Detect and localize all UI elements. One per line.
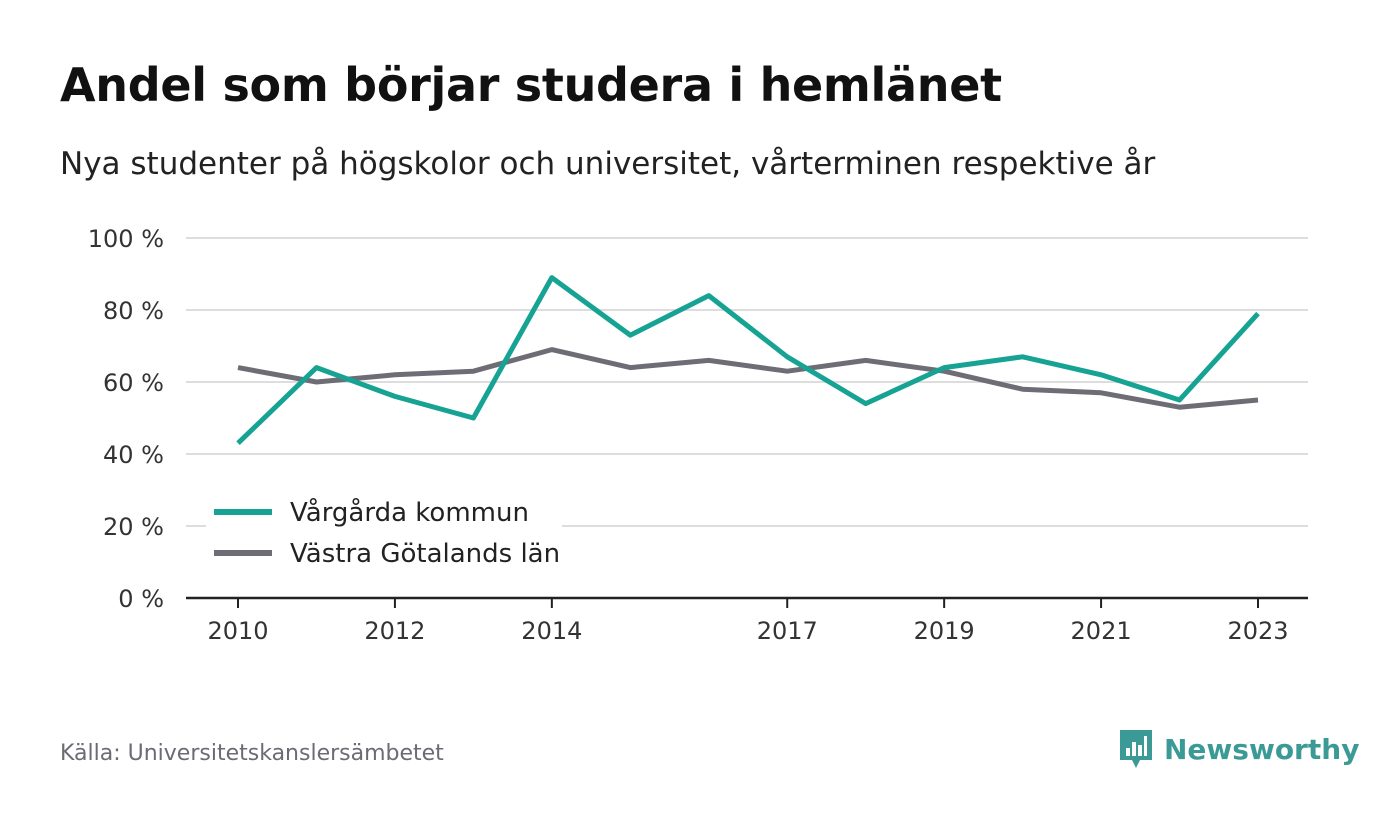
y-tick-label: 80 % xyxy=(103,297,164,325)
y-tick-label: 60 % xyxy=(103,369,164,397)
chart-subtitle: Nya studenter på högskolor och universit… xyxy=(60,146,1156,182)
series-line-1 xyxy=(236,275,1260,446)
y-tick-label: 0 % xyxy=(118,585,164,613)
legend-label: Vårgårda kommun xyxy=(290,497,529,528)
legend-background xyxy=(206,492,562,584)
source-note: Källa: Universitetskanslersämbetet xyxy=(60,741,444,766)
x-tick-label: 2021 xyxy=(1071,617,1132,645)
x-axis-tick-labels: 2010 2012 2014 2017 2019 2021 2023 xyxy=(207,598,1289,645)
brand-logo: Newsworthy xyxy=(1118,728,1359,770)
x-tick-label: 2019 xyxy=(914,617,975,645)
legend-label: Västra Götalands län xyxy=(290,539,560,569)
y-tick-label: 40 % xyxy=(103,441,164,469)
y-tick-label: 100 % xyxy=(88,225,164,253)
chart-title: Andel som börjar studera i hemlänet xyxy=(60,58,1002,112)
y-tick-label: 20 % xyxy=(103,513,164,541)
x-tick-label: 2010 xyxy=(207,617,268,645)
x-tick-label: 2017 xyxy=(757,617,818,645)
y-axis-tick-labels: 0 % 20 % 40 % 60 % 80 % 100 % xyxy=(88,225,164,613)
x-tick-label: 2014 xyxy=(521,617,582,645)
x-tick-label: 2012 xyxy=(364,617,425,645)
legend: Vårgårda kommun Västra Götalands län xyxy=(206,492,562,584)
x-tick-label: 2023 xyxy=(1227,617,1288,645)
series-lines xyxy=(236,275,1260,446)
newsworthy-logo-icon xyxy=(1120,730,1152,768)
brand-name: Newsworthy xyxy=(1164,732,1360,766)
series-line-2 xyxy=(237,347,1259,410)
